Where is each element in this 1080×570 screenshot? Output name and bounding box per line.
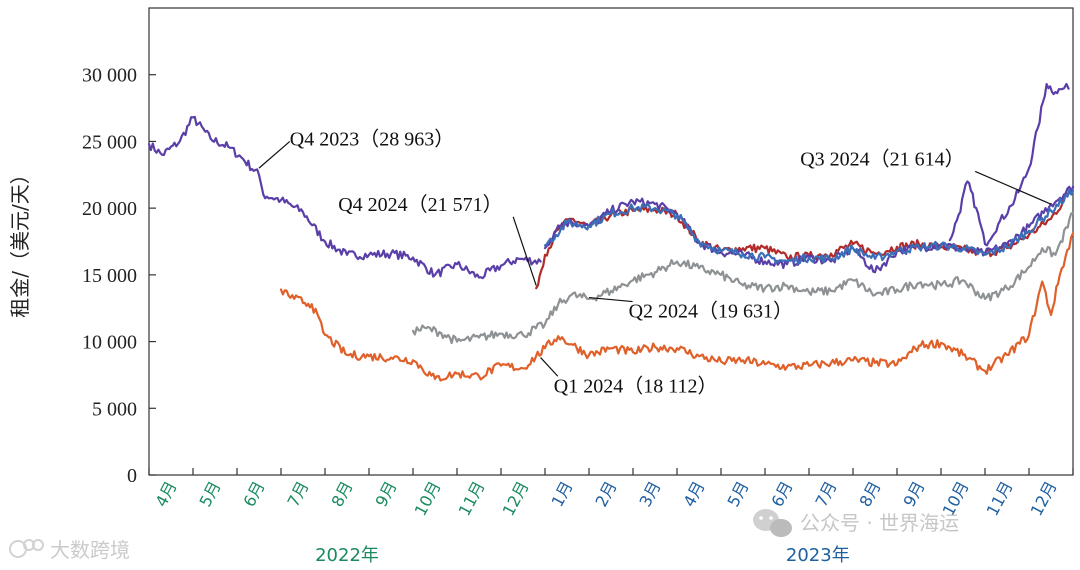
x-tick-label: 1月 xyxy=(547,478,576,510)
annotation-label: Q1 2024（18 112） xyxy=(554,374,718,397)
annotation-label: Q2 2024（19 631） xyxy=(629,300,793,323)
annotation-label: Q4 2024（21 571） xyxy=(338,193,502,216)
x-tick-label: 9月 xyxy=(371,478,400,510)
annotation-label: Q4 2023（28 963） xyxy=(290,127,454,150)
x-tick-label: 6月 xyxy=(239,478,268,510)
year-labels: 2022年 2023年 xyxy=(315,545,850,566)
annotation-leader xyxy=(258,140,291,169)
annotation-leader xyxy=(588,296,633,303)
x-tick-label: 2月 xyxy=(591,478,620,510)
x-tick-label: 7月 xyxy=(811,478,840,510)
series-line-6 xyxy=(279,232,1075,382)
brand-logo-icon xyxy=(9,539,44,558)
x-tick-label: 7月 xyxy=(283,478,312,510)
y-axis-title: 租金/（美元/天） xyxy=(8,164,32,317)
y-tick-label: 5 000 xyxy=(92,398,137,420)
y-tick-label: 30 000 xyxy=(82,65,137,87)
annotation-leader xyxy=(974,170,1052,205)
watermark-right-text: 公众号 · 世界海运 xyxy=(800,511,959,535)
x-tick-label: 8月 xyxy=(855,478,884,510)
x-tick-label: 11月 xyxy=(983,478,1017,519)
year-label: 2022年 xyxy=(315,545,379,566)
x-tick-label: 6月 xyxy=(767,478,796,510)
x-tick-label: 4月 xyxy=(679,478,708,510)
watermark-left: 大数跨境 xyxy=(9,538,130,562)
y-axis: 0 5 000 10 000 15 000 20 000 25 000 30 000 xyxy=(82,65,156,487)
x-tick-label: 12月 xyxy=(499,478,533,519)
year-label: 2023年 xyxy=(786,545,850,566)
x-tick-label: 5月 xyxy=(723,478,752,510)
series-line-0 xyxy=(147,115,542,280)
x-tick-label: 5月 xyxy=(195,478,224,510)
series-line-1 xyxy=(948,82,1070,247)
wechat-icon xyxy=(753,509,792,537)
x-tick-label: 12月 xyxy=(1027,478,1061,519)
x-tick-label: 4月 xyxy=(151,478,180,510)
x-tick-label: 11月 xyxy=(455,478,489,519)
y-tick-label: 10 000 xyxy=(82,332,137,354)
annotation-leader xyxy=(540,357,559,377)
annotation-leader xyxy=(512,216,537,286)
x-tick-label: 8月 xyxy=(327,478,356,510)
y-tick-label: 25 000 xyxy=(82,131,137,153)
annotation-label: Q3 2024（21 614） xyxy=(800,147,964,170)
y-tick-label: 0 xyxy=(127,465,137,487)
x-tick-label: 10月 xyxy=(411,478,445,519)
series-layer xyxy=(147,82,1075,382)
series-line-5 xyxy=(411,212,1075,345)
y-tick-label: 15 000 xyxy=(82,265,137,287)
y-tick-label: 20 000 xyxy=(82,198,137,220)
x-tick-label: 3月 xyxy=(635,478,664,510)
x-tick-label: 9月 xyxy=(899,478,928,510)
watermark-left-text: 大数跨境 xyxy=(50,538,130,562)
plot-frame xyxy=(148,7,1074,476)
series-line-4 xyxy=(543,188,1075,265)
annotation-layer: Q4 2023（28 963） Q4 2024（21 571） Q3 2024（21… xyxy=(258,127,1052,397)
watermark-right: 公众号 · 世界海运 xyxy=(753,509,959,537)
